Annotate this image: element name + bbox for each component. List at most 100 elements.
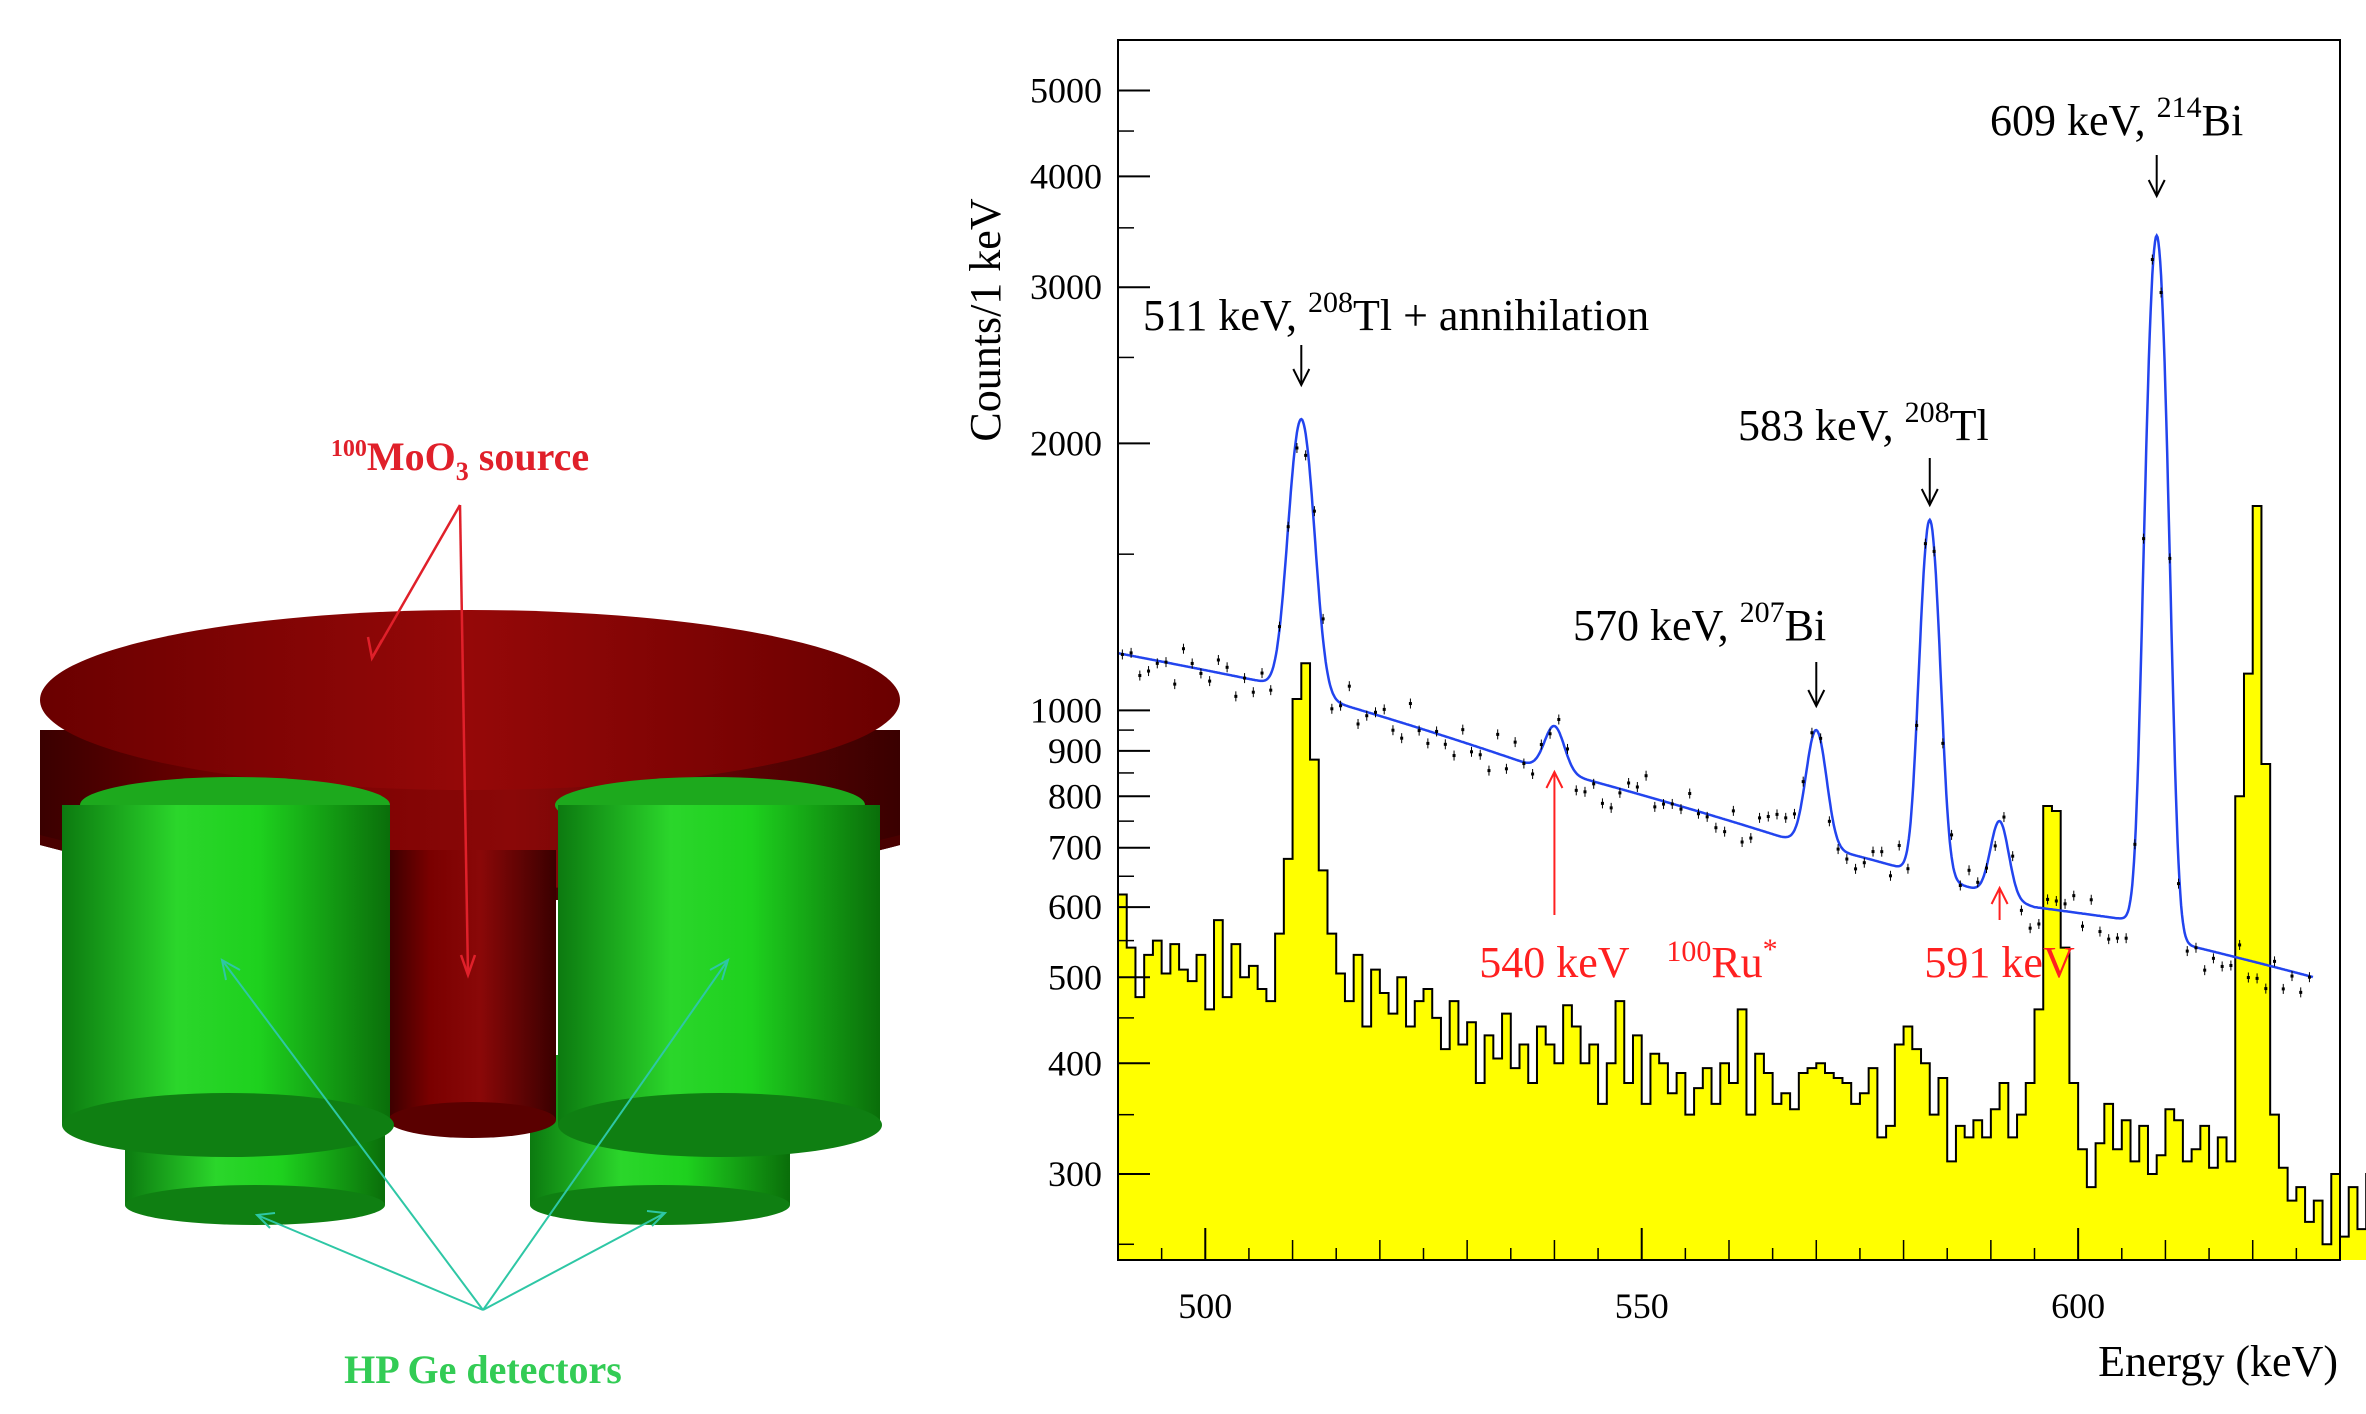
y-tick-label: 400 bbox=[1048, 1043, 1102, 1083]
annotation-arrowhead bbox=[1920, 488, 1939, 508]
data-points-layer bbox=[1120, 254, 2311, 998]
histogram-bin bbox=[1196, 954, 1206, 1260]
y-tick-label: 500 bbox=[1048, 957, 1102, 997]
histogram-bin bbox=[2305, 1221, 2315, 1260]
histogram-bin bbox=[2008, 1137, 2018, 1260]
histogram-bin bbox=[2060, 947, 2071, 1260]
histogram-bin bbox=[1257, 989, 1267, 1260]
setup-illustration: 100MoO3 source HP Ge detectors bbox=[40, 434, 900, 1392]
histogram-bin bbox=[1659, 1063, 1669, 1260]
histogram-bin bbox=[1371, 969, 1381, 1260]
histogram-bin bbox=[1170, 944, 1180, 1260]
histogram-bin bbox=[1231, 944, 1241, 1260]
histogram-bin bbox=[2017, 1114, 2027, 1260]
histogram-bin bbox=[1947, 1161, 1957, 1260]
histogram-bin bbox=[1702, 1068, 1713, 1260]
histogram-bin bbox=[1720, 1063, 1730, 1260]
histogram-bin bbox=[1999, 1083, 2009, 1260]
histogram-bin bbox=[1868, 1068, 1878, 1260]
y-tick-label: 800 bbox=[1048, 776, 1102, 816]
histogram-bin bbox=[1362, 1026, 1372, 1260]
y-tick-label: 600 bbox=[1048, 887, 1102, 927]
histogram-bin bbox=[1449, 1001, 1460, 1260]
histogram-bin bbox=[1179, 969, 1189, 1260]
histogram-bin bbox=[1816, 1063, 1826, 1260]
detector-label: HP Ge detectors bbox=[344, 1347, 622, 1392]
histogram-bin bbox=[2069, 1083, 2079, 1260]
histogram-bin bbox=[1729, 1083, 1739, 1260]
histogram-bin bbox=[1283, 858, 1294, 1260]
histogram-bin bbox=[2287, 1200, 2297, 1260]
source-label: 100MoO3 source bbox=[331, 434, 589, 486]
histogram-bin bbox=[1248, 965, 1259, 1260]
histogram-bin bbox=[1152, 940, 1163, 1260]
histogram-bin bbox=[1912, 1049, 1922, 1260]
x-tick-label: 600 bbox=[2051, 1286, 2105, 1326]
histogram-bin bbox=[1222, 997, 1233, 1260]
histogram-bin bbox=[1432, 1017, 1442, 1260]
histogram-bin bbox=[1763, 1073, 1774, 1260]
y-tick-label: 700 bbox=[1048, 828, 1102, 868]
histogram-bin bbox=[1685, 1114, 1695, 1260]
histogram-bin bbox=[1990, 1109, 2001, 1260]
histogram-bin bbox=[2252, 505, 2263, 1261]
histogram-bin bbox=[2191, 1149, 2201, 1260]
histogram-bin bbox=[1711, 1103, 1721, 1260]
histogram-bin bbox=[2043, 806, 2053, 1260]
histogram-bin bbox=[1825, 1073, 1835, 1260]
histogram-bin bbox=[1598, 1103, 1608, 1260]
histogram-bin bbox=[1118, 894, 1128, 1260]
histogram-bin bbox=[1851, 1103, 1861, 1260]
histogram-bin bbox=[1502, 1013, 1512, 1260]
histogram-bin bbox=[1781, 1093, 1791, 1260]
annotation-peak-591: 591 keV bbox=[1924, 938, 2075, 987]
histogram-outline bbox=[1117, 504, 2366, 1260]
histogram-bin bbox=[1519, 1044, 1529, 1260]
histogram-bin bbox=[1292, 698, 1302, 1260]
histogram-bin bbox=[1886, 1125, 1896, 1260]
histogram-bin bbox=[2217, 1137, 2228, 1260]
histogram-bin bbox=[2095, 1143, 2105, 1260]
histogram-bin bbox=[1589, 1044, 1599, 1260]
histogram-bin bbox=[2034, 1009, 2044, 1260]
histogram-bin bbox=[1414, 1001, 1425, 1260]
histogram-bin bbox=[1676, 1073, 1686, 1260]
histogram-bin bbox=[1467, 1022, 1477, 1260]
histogram-bin bbox=[1135, 997, 1145, 1260]
histogram-bin bbox=[1790, 1109, 1800, 1260]
histogram-bin bbox=[1877, 1137, 1887, 1260]
histogram-bin bbox=[2243, 673, 2254, 1260]
y-tick-label: 2000 bbox=[1030, 423, 1102, 463]
histogram-bin bbox=[2200, 1125, 2210, 1260]
detector-front-right bbox=[555, 777, 882, 1157]
histogram-bin bbox=[1929, 1114, 1940, 1260]
histogram-bin bbox=[2121, 1120, 2132, 1260]
histogram-bin bbox=[1667, 1093, 1678, 1260]
histogram-bin bbox=[1737, 1009, 1748, 1260]
histogram-bin bbox=[2104, 1103, 2114, 1260]
histogram-bin bbox=[1353, 954, 1363, 1260]
x-axis-label: Energy (keV) bbox=[2098, 1337, 2338, 1386]
histogram-bin bbox=[1563, 1005, 1573, 1260]
histogram-bin bbox=[1423, 989, 1433, 1260]
histogram-bin bbox=[2086, 1187, 2097, 1260]
y-tick-label: 4000 bbox=[1030, 156, 1102, 196]
histogram-bin bbox=[1275, 933, 1285, 1260]
histogram-bin bbox=[1624, 1083, 1634, 1260]
histogram-bin bbox=[1746, 1114, 1756, 1260]
histogram-bin bbox=[1894, 1044, 1905, 1260]
histogram-bin bbox=[2296, 1187, 2306, 1260]
histogram-bin bbox=[1397, 977, 1407, 1260]
histogram-bin bbox=[2130, 1161, 2140, 1260]
histogram-bin bbox=[1406, 1026, 1416, 1260]
annotation-arrowhead bbox=[1292, 368, 1311, 388]
histogram-bin bbox=[1440, 1049, 1451, 1260]
histogram-bin bbox=[1641, 1103, 1652, 1260]
x-tick-label: 500 bbox=[1178, 1286, 1232, 1326]
histogram-bin bbox=[1379, 993, 1390, 1260]
histogram-bin bbox=[2051, 811, 2062, 1260]
histogram-bin bbox=[1921, 1063, 1931, 1260]
histogram-bin bbox=[1388, 1013, 1398, 1260]
x-tick-label: 550 bbox=[1615, 1286, 1669, 1326]
